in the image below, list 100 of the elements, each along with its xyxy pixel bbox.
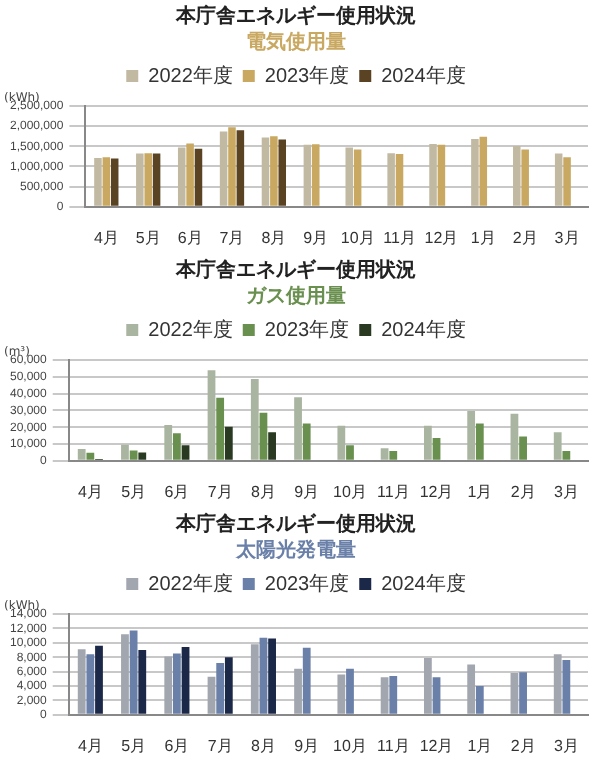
x-tick-label: 9月 — [294, 736, 320, 755]
chart-subtitle: 電気使用量 — [246, 29, 346, 54]
x-tick-label: 2月 — [512, 228, 538, 247]
bar — [553, 654, 562, 714]
bar — [216, 662, 225, 714]
bar — [77, 649, 86, 714]
bar — [144, 153, 152, 206]
x-tick-label: 6月 — [164, 736, 190, 755]
bar — [380, 677, 389, 714]
bar — [563, 157, 571, 206]
chart-title: 本庁舎エネルギー使用状況 — [174, 511, 416, 536]
bar — [389, 675, 398, 714]
bar — [207, 370, 216, 460]
legend-label: 2024年度 — [381, 63, 466, 88]
bar — [181, 647, 190, 714]
bar — [432, 677, 441, 714]
bar — [387, 153, 395, 206]
x-tick-label: 3月 — [553, 736, 579, 755]
bar — [121, 444, 129, 460]
chart-subtitle: ガス使用量 — [246, 283, 346, 308]
bar — [268, 638, 276, 714]
x-tick-label: 3月 — [554, 228, 580, 247]
bar — [311, 144, 320, 206]
bar — [479, 136, 488, 206]
bar — [278, 139, 287, 206]
bar — [268, 432, 276, 460]
legend-label: 2023年度 — [264, 317, 350, 342]
bar — [294, 397, 302, 460]
x-tick-label: 7月 — [207, 736, 233, 755]
bar — [261, 137, 270, 206]
x-tick-label: 8月 — [250, 482, 276, 501]
x-tick-label: 8月 — [250, 736, 276, 755]
bar — [519, 672, 527, 714]
legend-label: 2024年度 — [381, 571, 466, 596]
x-tick-label: 1月 — [467, 736, 493, 755]
bar — [259, 412, 268, 460]
x-tick-label: 11月 — [376, 736, 410, 755]
bar — [77, 449, 86, 460]
x-tick-label: 1月 — [467, 482, 493, 501]
x-tick-label: 11月 — [376, 482, 410, 501]
bar — [224, 657, 233, 714]
bar — [437, 144, 446, 206]
bar — [164, 425, 173, 460]
bar — [380, 448, 389, 460]
x-tick-label: 12月 — [419, 736, 454, 755]
bar — [86, 654, 95, 714]
bar — [467, 664, 476, 714]
x-tick-label: 9月 — [303, 228, 329, 247]
legend-label: 2022年度 — [148, 571, 233, 596]
bar — [510, 673, 519, 714]
x-tick-label: 9月 — [294, 482, 320, 501]
bar — [219, 131, 228, 206]
chart-subtitle: 太陽光発電量 — [234, 537, 356, 562]
bar — [181, 445, 190, 460]
x-tick-label: 8月 — [261, 228, 287, 247]
bar — [337, 674, 346, 714]
bar — [110, 158, 119, 206]
x-tick-label: 11月 — [383, 228, 416, 247]
bar — [554, 153, 563, 206]
bar — [423, 657, 432, 714]
bar — [475, 423, 484, 460]
bar — [186, 143, 194, 206]
bar — [94, 158, 102, 206]
bar — [562, 451, 571, 460]
legend-label: 2023年度 — [264, 571, 350, 596]
x-tick-label: 4月 — [93, 228, 119, 247]
x-tick-label: 12月 — [419, 482, 454, 501]
x-tick-label: 6月 — [164, 482, 190, 501]
x-tick-label: 5月 — [121, 482, 147, 501]
bar — [389, 451, 398, 460]
bar — [270, 136, 278, 206]
bar — [236, 130, 245, 206]
bar — [250, 378, 259, 460]
x-tick-label: 4月 — [77, 736, 103, 755]
chart-title: 本庁舎エネルギー使用状況 — [174, 3, 416, 28]
x-tick-label: 2月 — [510, 482, 536, 501]
x-tick-label: 3月 — [553, 482, 579, 501]
x-tick-label: 5月 — [121, 736, 147, 755]
bar — [228, 127, 236, 206]
x-tick-label: 6月 — [177, 228, 203, 247]
bar — [121, 634, 129, 714]
bar — [173, 653, 181, 714]
bar — [250, 644, 259, 714]
bar — [475, 686, 484, 714]
bar — [337, 425, 346, 460]
legend-label: 2022年度 — [148, 63, 233, 88]
bar — [138, 452, 147, 460]
x-tick-label: 10月 — [333, 736, 367, 755]
bar — [432, 437, 441, 460]
bar — [95, 645, 103, 714]
bar — [216, 397, 225, 460]
bar — [562, 660, 571, 714]
bar — [129, 630, 138, 714]
bar — [136, 153, 144, 206]
bar — [129, 450, 138, 460]
bar — [86, 452, 95, 460]
bar — [467, 410, 476, 460]
bar — [510, 413, 519, 460]
bar — [553, 432, 562, 460]
bar — [346, 668, 354, 714]
